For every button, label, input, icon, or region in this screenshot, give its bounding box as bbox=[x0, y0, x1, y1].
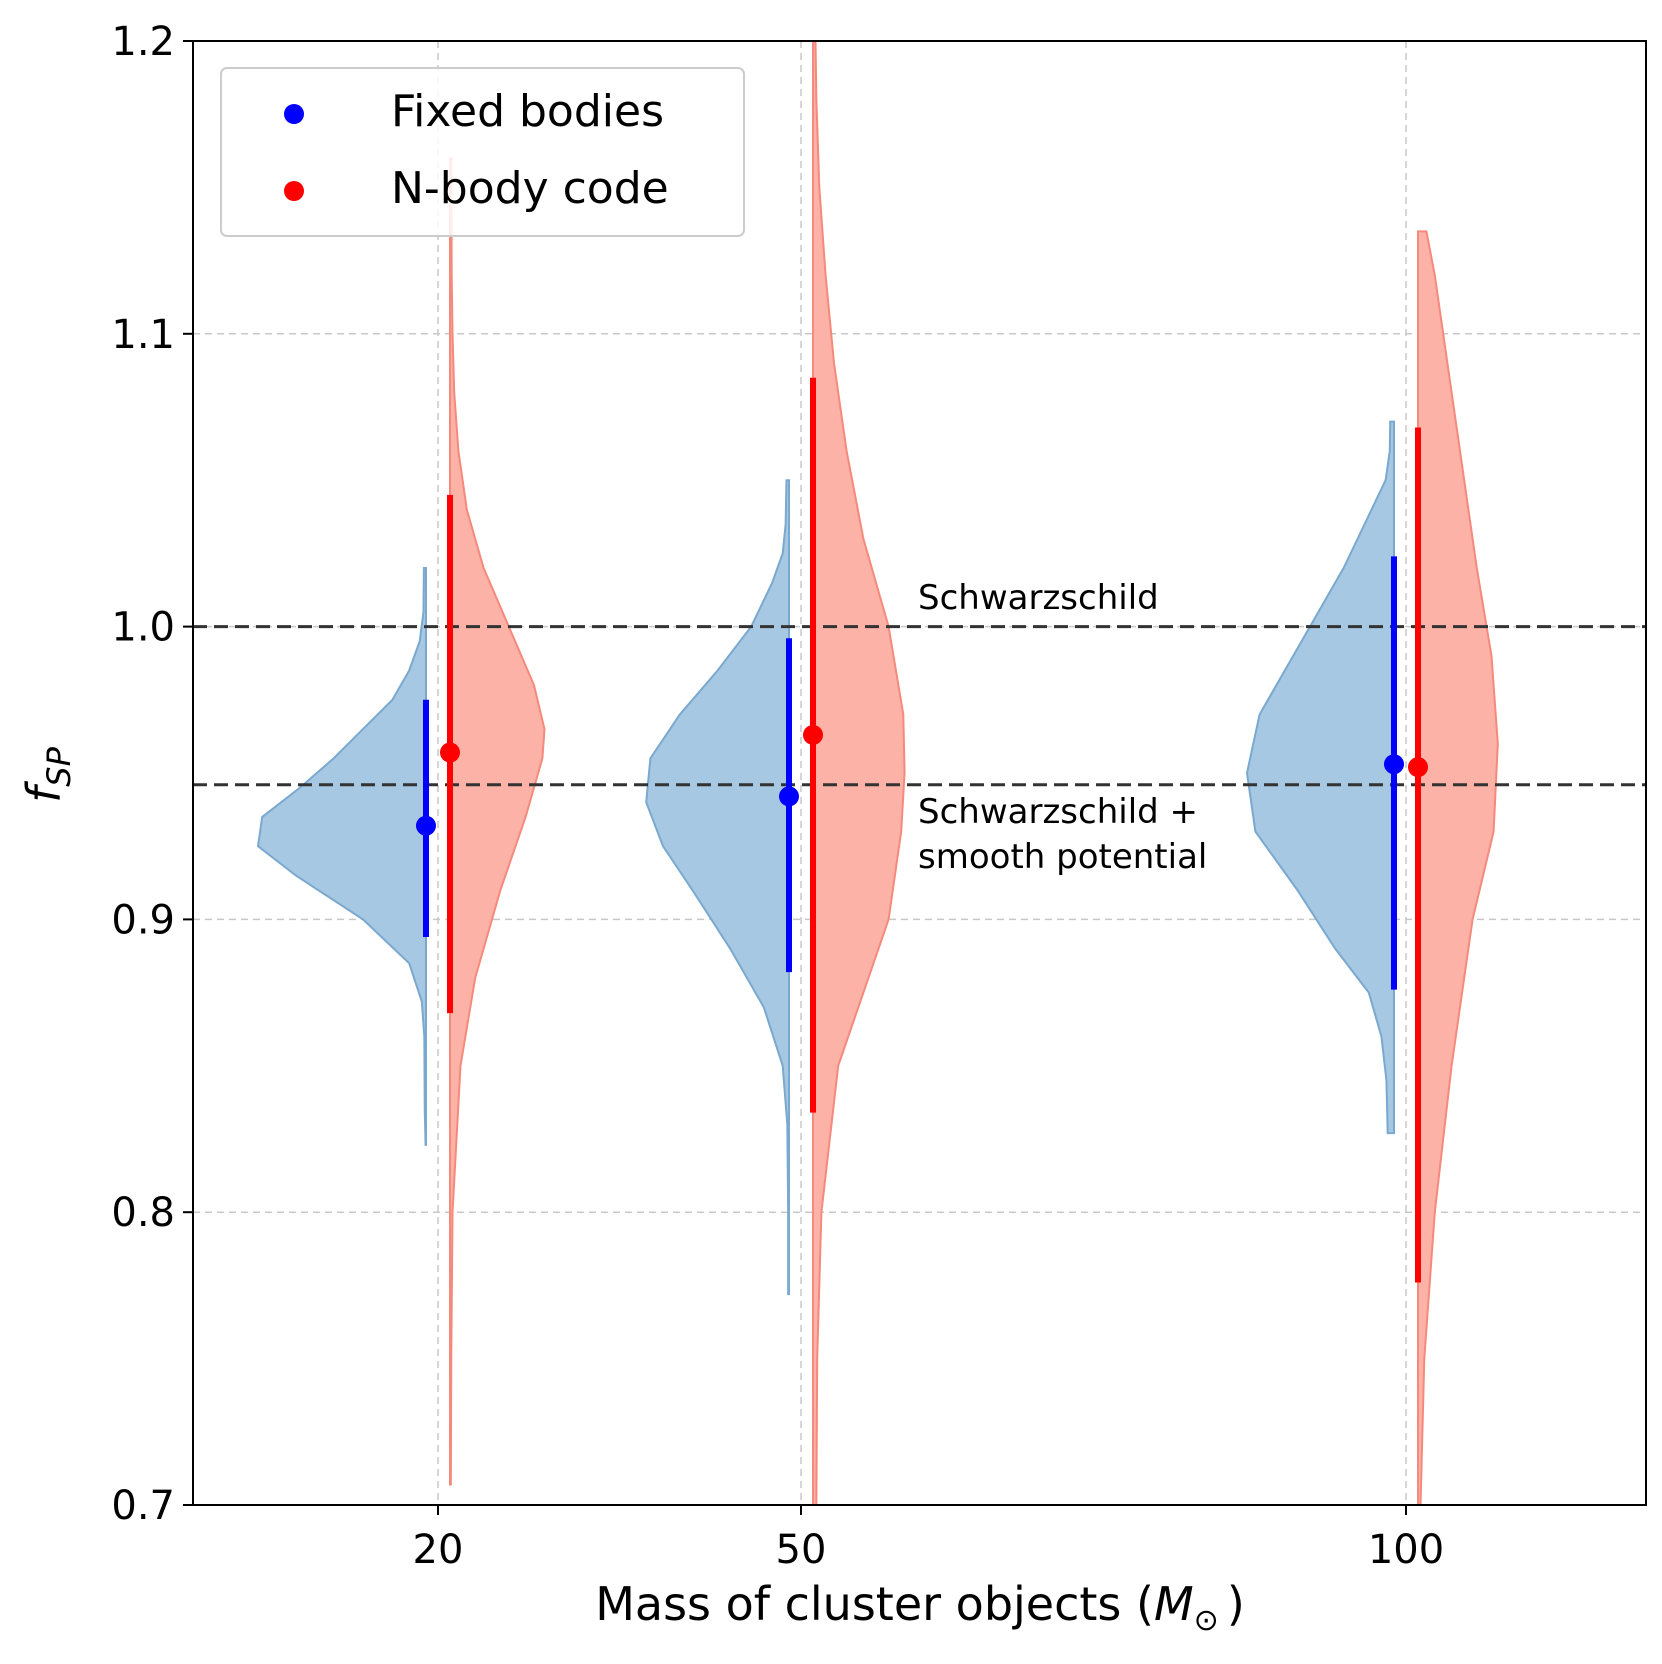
violin-left-50 bbox=[645, 479, 790, 1296]
y-tick-label: 0.7 bbox=[111, 1483, 175, 1529]
legend-marker-n-body-code bbox=[284, 181, 304, 201]
y-tick-label: 1.0 bbox=[111, 605, 175, 651]
y-tick-label: 1.2 bbox=[111, 19, 175, 65]
annotation-smooth-line1: Schwarzschild + bbox=[918, 792, 1198, 832]
y-tick-label: 0.9 bbox=[111, 897, 175, 943]
y-tick-label: 1.1 bbox=[111, 312, 175, 358]
y-axis-label: fSP bbox=[17, 746, 78, 803]
median-markers bbox=[416, 724, 1428, 836]
legend-frame bbox=[220, 67, 745, 237]
median-marker-left-50 bbox=[779, 786, 799, 807]
legend: Fixed bodies N-body code bbox=[220, 67, 745, 237]
y-axis-ticks: 0.7 0.8 0.9 1.0 1.1 1.2 bbox=[111, 19, 193, 1529]
median-marker-right-50 bbox=[803, 724, 823, 745]
x-tick-label: 20 bbox=[413, 1527, 464, 1573]
median-marker-left-20 bbox=[416, 815, 436, 836]
x-axis-label: Mass of cluster objects (M⊙) bbox=[595, 1577, 1245, 1638]
median-marker-right-20 bbox=[440, 742, 460, 763]
annotation-smooth-line2: smooth potential bbox=[918, 837, 1207, 877]
y-tick-label: 0.8 bbox=[111, 1190, 175, 1236]
x-axis-ticks: 20 50 100 bbox=[413, 1505, 1444, 1573]
reference-lines bbox=[193, 625, 1646, 787]
legend-label-n-body-code: N-body code bbox=[391, 163, 669, 214]
violin-right-100 bbox=[1417, 230, 1499, 1506]
violin-layer bbox=[256, 40, 1499, 1506]
legend-label-fixed-bodies: Fixed bodies bbox=[391, 86, 664, 137]
plot-frame bbox=[192, 40, 1647, 1506]
legend-marker-fixed-bodies bbox=[284, 104, 304, 124]
x-tick-label: 100 bbox=[1368, 1527, 1444, 1573]
annotation-schwarzschild: Schwarzschild bbox=[918, 578, 1159, 618]
median-marker-right-100 bbox=[1408, 757, 1428, 778]
violin-right-50 bbox=[812, 40, 906, 1506]
violin-left-100 bbox=[1245, 420, 1395, 1135]
violin-right-20 bbox=[449, 157, 546, 1486]
median-marker-left-100 bbox=[1384, 754, 1404, 775]
violin-left-20 bbox=[256, 567, 427, 1146]
x-tick-label: 50 bbox=[776, 1527, 827, 1573]
